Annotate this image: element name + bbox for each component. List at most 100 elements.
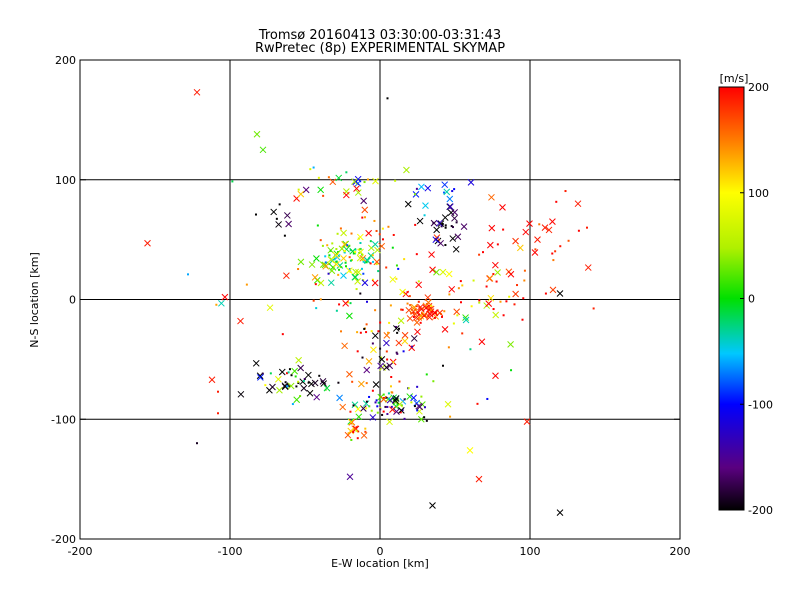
data-point-dot [355,426,358,429]
data-point-dot [521,318,524,321]
data-point-dot [513,303,516,306]
data-point-cross [389,406,396,414]
data-point-dot [335,260,338,263]
data-point-dot [391,391,394,394]
data-point-dot [371,389,374,392]
data-point-cross [237,390,245,398]
data-point-cross [545,226,553,234]
data-point-dot [522,297,525,300]
y-tick-label: -100 [51,413,76,426]
data-point-dot [457,287,460,290]
data-point-dot [217,390,219,393]
data-point-cross [370,346,377,354]
data-point-dot [329,249,332,252]
data-point-dot [297,382,300,385]
data-point-dot [382,410,385,413]
data-point-cross [403,166,410,174]
data-point-cross [365,358,373,365]
data-point-cross [378,242,386,250]
data-point-dot [352,252,355,255]
data-point-dot [387,392,390,395]
data-point-dot [386,358,389,361]
data-point-dot [359,331,362,334]
data-point-cross [297,258,305,266]
data-point-dot [261,372,264,375]
data-point-dot [365,400,368,403]
data-point-dot [379,347,382,350]
data-point-cross [372,177,379,185]
data-point-dot [376,405,379,408]
data-point-dot [551,252,554,255]
data-point-dot [472,279,475,282]
data-point-dot [369,262,372,265]
data-point-cross [422,202,429,210]
data-point-cross [416,217,424,225]
data-point-cross [380,395,388,403]
data-point-cross [341,241,348,248]
data-point-dot [396,352,399,355]
data-point-dot [395,325,398,328]
data-point-cross [574,200,582,208]
data-point-cross [322,262,330,270]
data-point-dot [559,245,562,248]
colorbar-tick-label: 0 [748,293,755,306]
data-point-cross [556,290,564,297]
data-point-cross [327,279,335,287]
data-point-dot [337,273,340,276]
data-point-dot [444,244,447,247]
data-point-dot [460,301,463,304]
data-point-dot [327,272,330,275]
y-tick-label: 100 [55,174,76,187]
data-point-cross [435,219,443,227]
data-point-dot [476,402,479,405]
data-point-cross [401,331,409,339]
data-point-dot [478,301,481,304]
data-point-dot [377,270,380,273]
data-point-dot [340,330,343,333]
data-point-cross [415,281,423,289]
data-point-cross [445,270,453,278]
data-point-dot [291,403,294,406]
data-point-cross [193,88,201,96]
data-point-cross [534,236,541,243]
data-point-cross [467,179,475,186]
data-point-cross [383,339,390,347]
data-point-dot [449,206,452,209]
data-point-cross [392,325,400,332]
data-point-dot [523,279,526,282]
data-point-dot [361,253,364,256]
data-point-dot [374,309,377,312]
data-point-dot [281,333,284,336]
data-point-cross [492,372,499,380]
data-point-dot [425,419,428,422]
data-point-cross [372,381,380,388]
data-point-cross [420,312,428,319]
data-point-dot [275,217,278,220]
data-point-cross [364,257,371,265]
data-point-dot [470,305,473,308]
data-point-cross [281,382,289,390]
data-point-cross [285,220,292,228]
data-point-dot [350,259,353,262]
data-point-dot [510,369,513,372]
data-point-dot [385,350,388,353]
data-point-cross [317,279,325,287]
data-point-cross [448,285,456,293]
data-point-cross [327,256,335,263]
colorbar-label: [m/s] [720,72,749,85]
data-point-dot [303,377,306,380]
data-point-dot [350,438,353,441]
data-point-dot [370,330,373,333]
data-point-dot [443,310,446,313]
data-point-cross [352,178,360,186]
data-point-dot [381,238,384,241]
data-point-cross [278,368,286,376]
data-point-cross [319,378,327,385]
data-point-dot [339,227,342,230]
data-point-dot [455,221,458,224]
data-point-cross [342,191,350,199]
data-point-dot [412,315,415,318]
data-point-cross [410,305,417,312]
data-point-cross [345,267,353,274]
data-point-cross [252,359,260,367]
